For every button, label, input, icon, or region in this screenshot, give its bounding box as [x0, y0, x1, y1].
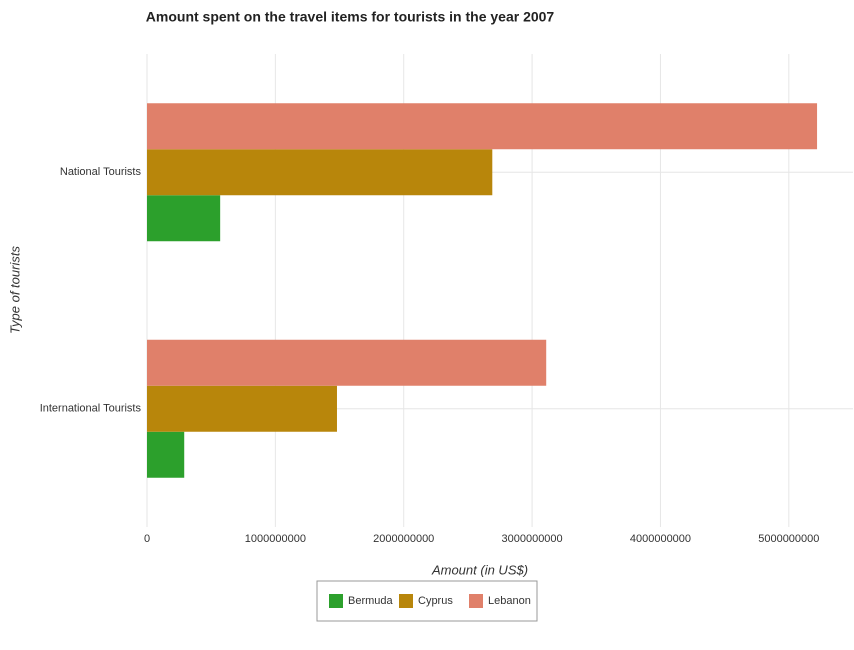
bar	[147, 385, 337, 432]
x-tick-label: 2000000000	[373, 533, 434, 545]
bar	[147, 149, 493, 196]
y-tick-label: International Tourists	[40, 403, 142, 415]
bar	[147, 339, 547, 386]
x-tick-label: 4000000000	[630, 533, 691, 545]
legend-swatch	[399, 594, 413, 608]
legend-box	[316, 580, 538, 622]
legend-swatch	[329, 594, 343, 608]
x-axis-title: Amount (in US$)	[431, 562, 528, 577]
y-axis-title: Type of tourists	[7, 246, 22, 334]
x-tick-label: 3000000000	[501, 533, 562, 545]
bar	[147, 431, 185, 478]
legend-label: Cyprus	[418, 595, 453, 607]
chart-title: Amount spent on the travel items for tou…	[146, 9, 555, 25]
y-tick-label: National Tourists	[60, 166, 142, 178]
legend-swatch	[469, 594, 483, 608]
bar	[147, 195, 221, 242]
legend-label: Bermuda	[348, 595, 394, 607]
x-tick-label: 1000000000	[245, 533, 306, 545]
x-tick-label: 5000000000	[758, 533, 819, 545]
bar	[147, 103, 818, 150]
x-tick-label: 0	[144, 533, 150, 545]
legend-label: Lebanon	[488, 595, 531, 607]
